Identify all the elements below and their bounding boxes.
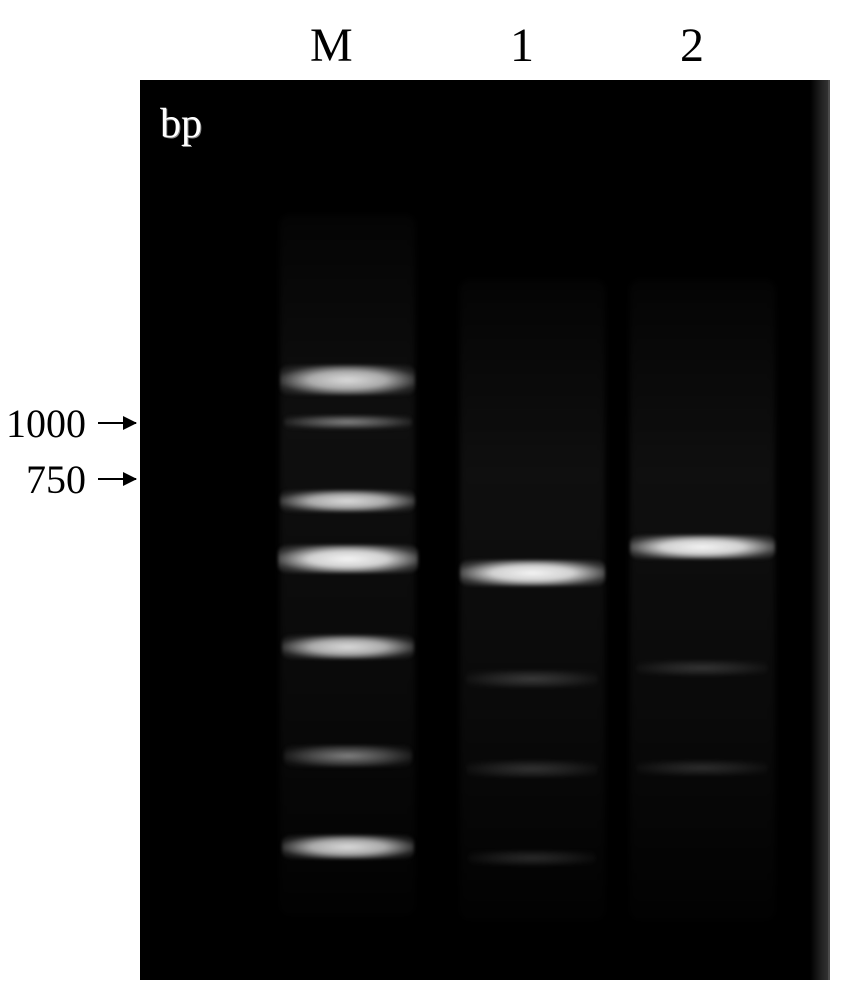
lane-1-smear (460, 280, 605, 920)
ladder-band-100 (282, 835, 414, 859)
lane-2-band (630, 535, 775, 559)
lane-2-smear (630, 280, 775, 920)
bp-unit-label: bp (160, 100, 202, 148)
ladder-band-750 (278, 545, 418, 573)
ladder-band-250 (284, 745, 412, 767)
lane-1-faint-3 (468, 850, 596, 866)
gel-image (140, 80, 830, 980)
ladder-band-1500 (284, 415, 412, 429)
gel-right-edge (810, 80, 828, 980)
ladder-band-500 (282, 635, 414, 659)
ladder-band-2000 (280, 365, 415, 395)
arrow-1000 (98, 422, 136, 424)
lane-2-faint-1 (636, 660, 768, 676)
lane-header-1: 1 (510, 18, 534, 73)
arrow-750 (98, 478, 136, 480)
size-label-750: 750 (26, 456, 86, 503)
lane-1-band (460, 560, 605, 586)
size-label-1000: 1000 (6, 400, 86, 447)
lane-header-2: 2 (680, 18, 704, 73)
lane-1-faint-2 (466, 760, 598, 778)
lane-2-faint-2 (636, 760, 768, 776)
lane-header-marker: M (310, 18, 353, 73)
lane-1-faint-1 (466, 670, 598, 688)
ladder-band-1000 (280, 490, 415, 512)
